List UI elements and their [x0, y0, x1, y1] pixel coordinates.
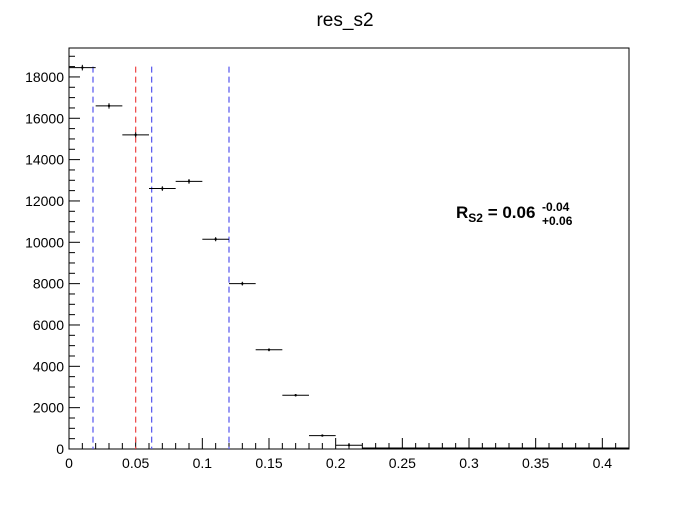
point-marker: [241, 282, 244, 285]
data-point: [229, 281, 256, 286]
point-marker: [187, 180, 191, 183]
data-point: [149, 186, 176, 191]
resolution-annotation: RS2 = 0.06: [456, 203, 535, 225]
x-tick-label: 0.35: [522, 455, 549, 471]
point-marker: [347, 444, 351, 447]
x-tick-label: 0.4: [593, 455, 613, 471]
point-marker: [107, 104, 111, 108]
reference-lines: [92, 66, 230, 449]
x-tick-label: 0.15: [255, 455, 282, 471]
chart-title: res_s2: [316, 10, 373, 31]
annotation-base-subscript: S2: [468, 211, 483, 225]
x-tick-label: 0: [65, 455, 73, 471]
data-points: [69, 64, 629, 450]
plot-frame: [68, 47, 630, 450]
y-tick-label: 6000: [33, 317, 64, 333]
x-tick-label: 0.05: [122, 455, 149, 471]
point-marker: [214, 237, 217, 241]
y-tick-label: 2000: [33, 400, 64, 416]
annotation-upper-error: -0.04: [542, 200, 570, 214]
data-point: [282, 394, 309, 397]
data-point: [122, 132, 149, 138]
y-tick-label: 4000: [33, 358, 64, 374]
data-point: [95, 103, 123, 109]
data-point: [69, 64, 96, 71]
x-tick-label: 0.2: [326, 455, 346, 471]
point-marker: [321, 434, 324, 437]
point-marker: [134, 133, 137, 137]
y-tick-label: 12000: [25, 193, 64, 209]
data-point: [202, 237, 229, 242]
point-marker: [81, 66, 84, 69]
annotation-value: = 0.06: [483, 203, 535, 222]
y-tick-label: 0: [56, 441, 64, 457]
y-tick-label: 8000: [33, 276, 64, 292]
annotation-base: R: [456, 203, 468, 222]
y-axis: 0 2000 4000 6000 8000 10000 12000 14000 16000 180…: [25, 55, 80, 457]
y-tick-label: 14000: [25, 152, 64, 168]
annotation-lower-error: +0.06: [542, 214, 573, 228]
x-tick-label: 0.3: [459, 455, 479, 471]
data-point: [309, 434, 336, 437]
data-point: [335, 444, 363, 447]
x-axis: 0 0.05 0.1 0.15 0.2 0.25 0.3 0.35 0.4: [65, 438, 630, 471]
point-marker: [294, 394, 297, 397]
y-tick-label: 10000: [25, 234, 64, 250]
data-point: [255, 348, 283, 352]
y-tick-label: 18000: [25, 69, 64, 85]
x-tick-label: 0.1: [193, 455, 213, 471]
y-tick-label: 16000: [25, 110, 64, 126]
x-tick-label: 0.25: [389, 455, 416, 471]
data-point: [175, 178, 203, 184]
point-marker: [161, 187, 164, 190]
point-marker: [267, 348, 271, 351]
